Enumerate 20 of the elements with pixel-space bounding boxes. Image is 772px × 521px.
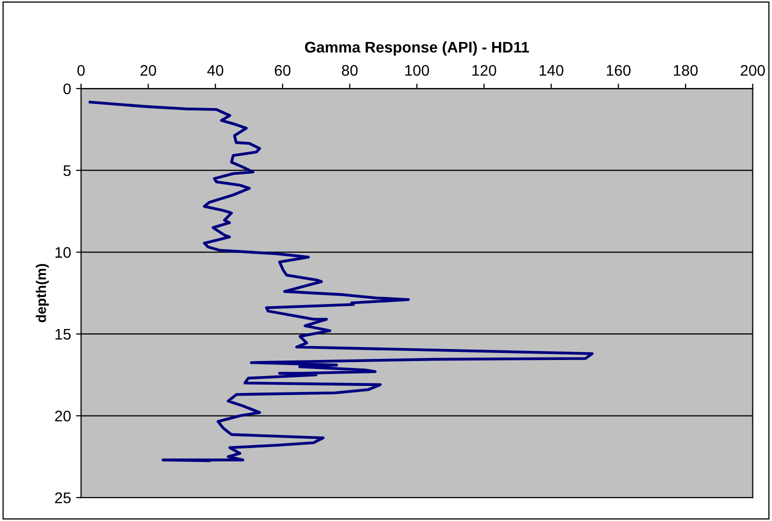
x-tick-label: 200 [740,65,765,76]
y-tick-label: 20 [55,410,71,422]
x-tick-label: 40 [207,65,224,76]
x-tick-label: 160 [606,65,631,76]
y-tick-label: 10 [56,247,71,258]
x-tick-label: 20 [140,65,156,76]
x-tick-label: 140 [540,65,564,76]
x-tick-label: 0 [77,65,85,76]
x-tick-label: 180 [674,65,698,76]
x-tick-label: 100 [405,65,430,76]
x-tick-label: 60 [274,65,290,76]
y-tick-label: 5 [63,165,71,176]
y-tick-label: 15 [56,328,71,340]
x-tick-label: 120 [472,65,496,76]
y-tick-label: 25 [55,492,71,504]
chart-title: Gamma Response (API) - HD11 [305,41,529,56]
x-tick-label: 80 [342,65,358,76]
line-series [88,100,594,462]
y-tick-label: 0 [63,83,71,94]
y-axis-title: depth(m) [36,264,49,322]
